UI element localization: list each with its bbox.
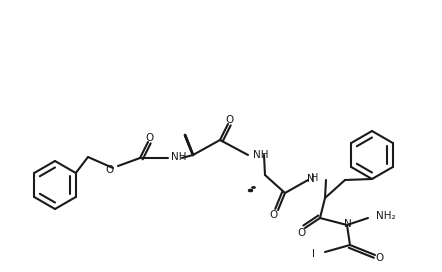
Text: N: N bbox=[344, 219, 352, 229]
Text: I: I bbox=[312, 249, 315, 259]
Text: NH: NH bbox=[171, 152, 187, 162]
Text: O: O bbox=[270, 210, 278, 220]
Text: H: H bbox=[311, 173, 318, 183]
Text: O: O bbox=[106, 165, 114, 175]
Text: O: O bbox=[146, 133, 154, 143]
Text: NH: NH bbox=[253, 150, 268, 160]
Text: O: O bbox=[297, 228, 305, 238]
Text: O: O bbox=[375, 253, 383, 263]
Text: O: O bbox=[226, 115, 234, 125]
Text: N: N bbox=[307, 174, 315, 184]
Text: NH₂: NH₂ bbox=[376, 211, 396, 221]
